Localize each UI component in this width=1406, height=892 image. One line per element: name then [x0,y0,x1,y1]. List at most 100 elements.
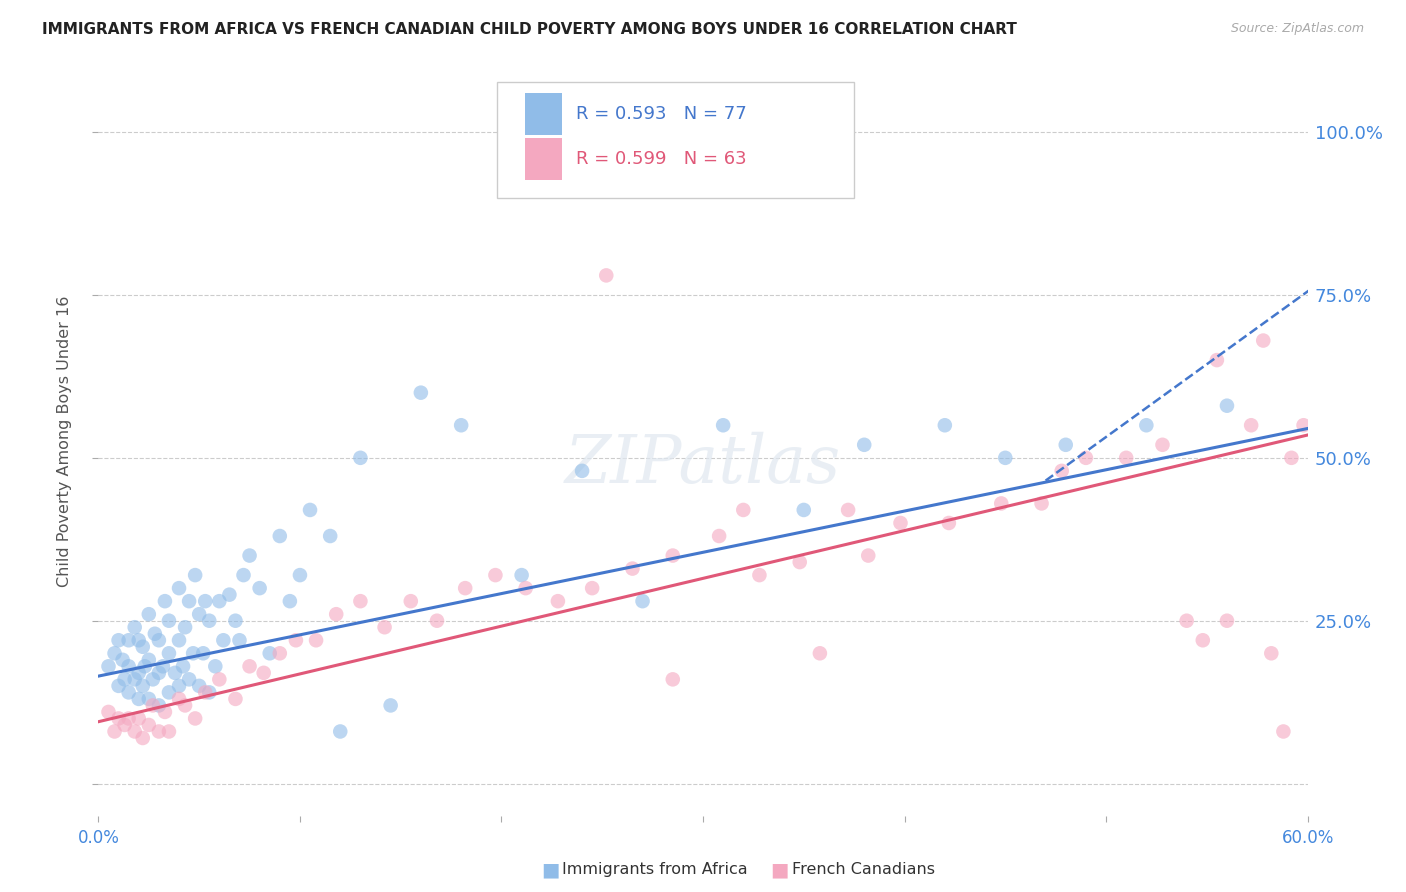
Point [232,568,254,582]
Point [994,450,1017,465]
Point [661,549,683,563]
Point [167,633,190,648]
Point [269,529,291,543]
Point [510,568,533,582]
Point [349,450,371,465]
Text: R = 0.593   N = 77: R = 0.593 N = 77 [576,105,747,123]
Point [319,529,342,543]
Point [399,594,422,608]
Point [143,626,166,640]
Point [153,705,176,719]
Point [1175,614,1198,628]
Point [188,607,211,622]
Point [1054,438,1077,452]
Point [253,665,276,680]
Point [1251,334,1274,348]
Text: IMMIGRANTS FROM AFRICA VS FRENCH CANADIAN CHILD POVERTY AMONG BOYS UNDER 16 CORR: IMMIGRANTS FROM AFRICA VS FRENCH CANADIA… [42,22,1017,37]
Point [111,653,134,667]
Point [194,594,217,608]
Point [132,679,155,693]
Point [198,685,221,699]
Point [581,581,603,595]
Point [198,614,221,628]
Point [103,646,125,660]
Point [329,724,352,739]
Point [174,698,197,713]
Point [1031,496,1053,510]
Point [1135,418,1157,433]
Point [837,503,859,517]
Point [305,633,328,648]
Point [204,659,226,673]
Point [118,659,141,673]
Point [172,659,194,673]
Point [128,711,150,725]
Point [118,711,141,725]
Point [184,711,207,725]
Point [1216,399,1239,413]
Point [789,555,811,569]
Text: ■: ■ [541,860,560,880]
Point [107,679,129,693]
Text: R = 0.599   N = 63: R = 0.599 N = 63 [576,150,747,168]
Point [124,620,146,634]
Point [148,698,170,713]
Point [571,464,593,478]
Point [114,718,136,732]
Point [793,503,815,517]
Point [118,685,141,699]
Point [228,633,250,648]
Point [1191,633,1213,648]
Point [711,418,734,433]
Point [167,581,190,595]
Point [157,646,180,660]
Point [148,724,170,739]
Point [224,692,246,706]
Point [748,568,770,582]
Point [889,516,911,530]
Text: Source: ZipAtlas.com: Source: ZipAtlas.com [1230,22,1364,36]
Point [148,633,170,648]
Point [193,646,215,660]
Point [148,665,170,680]
Point [179,673,201,687]
Point [167,692,190,706]
Point [107,633,129,648]
Point [426,614,449,628]
Text: ■: ■ [770,860,789,880]
Point [208,673,231,687]
Point [259,646,281,660]
Point [157,724,180,739]
Point [138,607,160,622]
Point [284,633,307,648]
Text: French Canadians: French Canadians [792,863,935,877]
Point [1272,724,1295,739]
Point [484,568,506,582]
Point [179,594,201,608]
Point [349,594,371,608]
Point [707,529,730,543]
Point [374,620,396,634]
Point [163,665,186,680]
Point [278,594,301,608]
Point [152,659,174,673]
Point [269,646,291,660]
Bar [526,138,561,179]
Point [239,659,262,673]
Point [224,614,246,628]
Point [450,418,472,433]
Point [595,268,617,283]
Point [188,679,211,693]
Point [114,673,136,687]
FancyBboxPatch shape [498,82,855,198]
Point [1260,646,1282,660]
Point [103,724,125,739]
Point [97,705,120,719]
Point [249,581,271,595]
Point [934,418,956,433]
Point [138,692,160,706]
Point [621,561,644,575]
Point [1281,450,1303,465]
Point [208,594,231,608]
Point [547,594,569,608]
